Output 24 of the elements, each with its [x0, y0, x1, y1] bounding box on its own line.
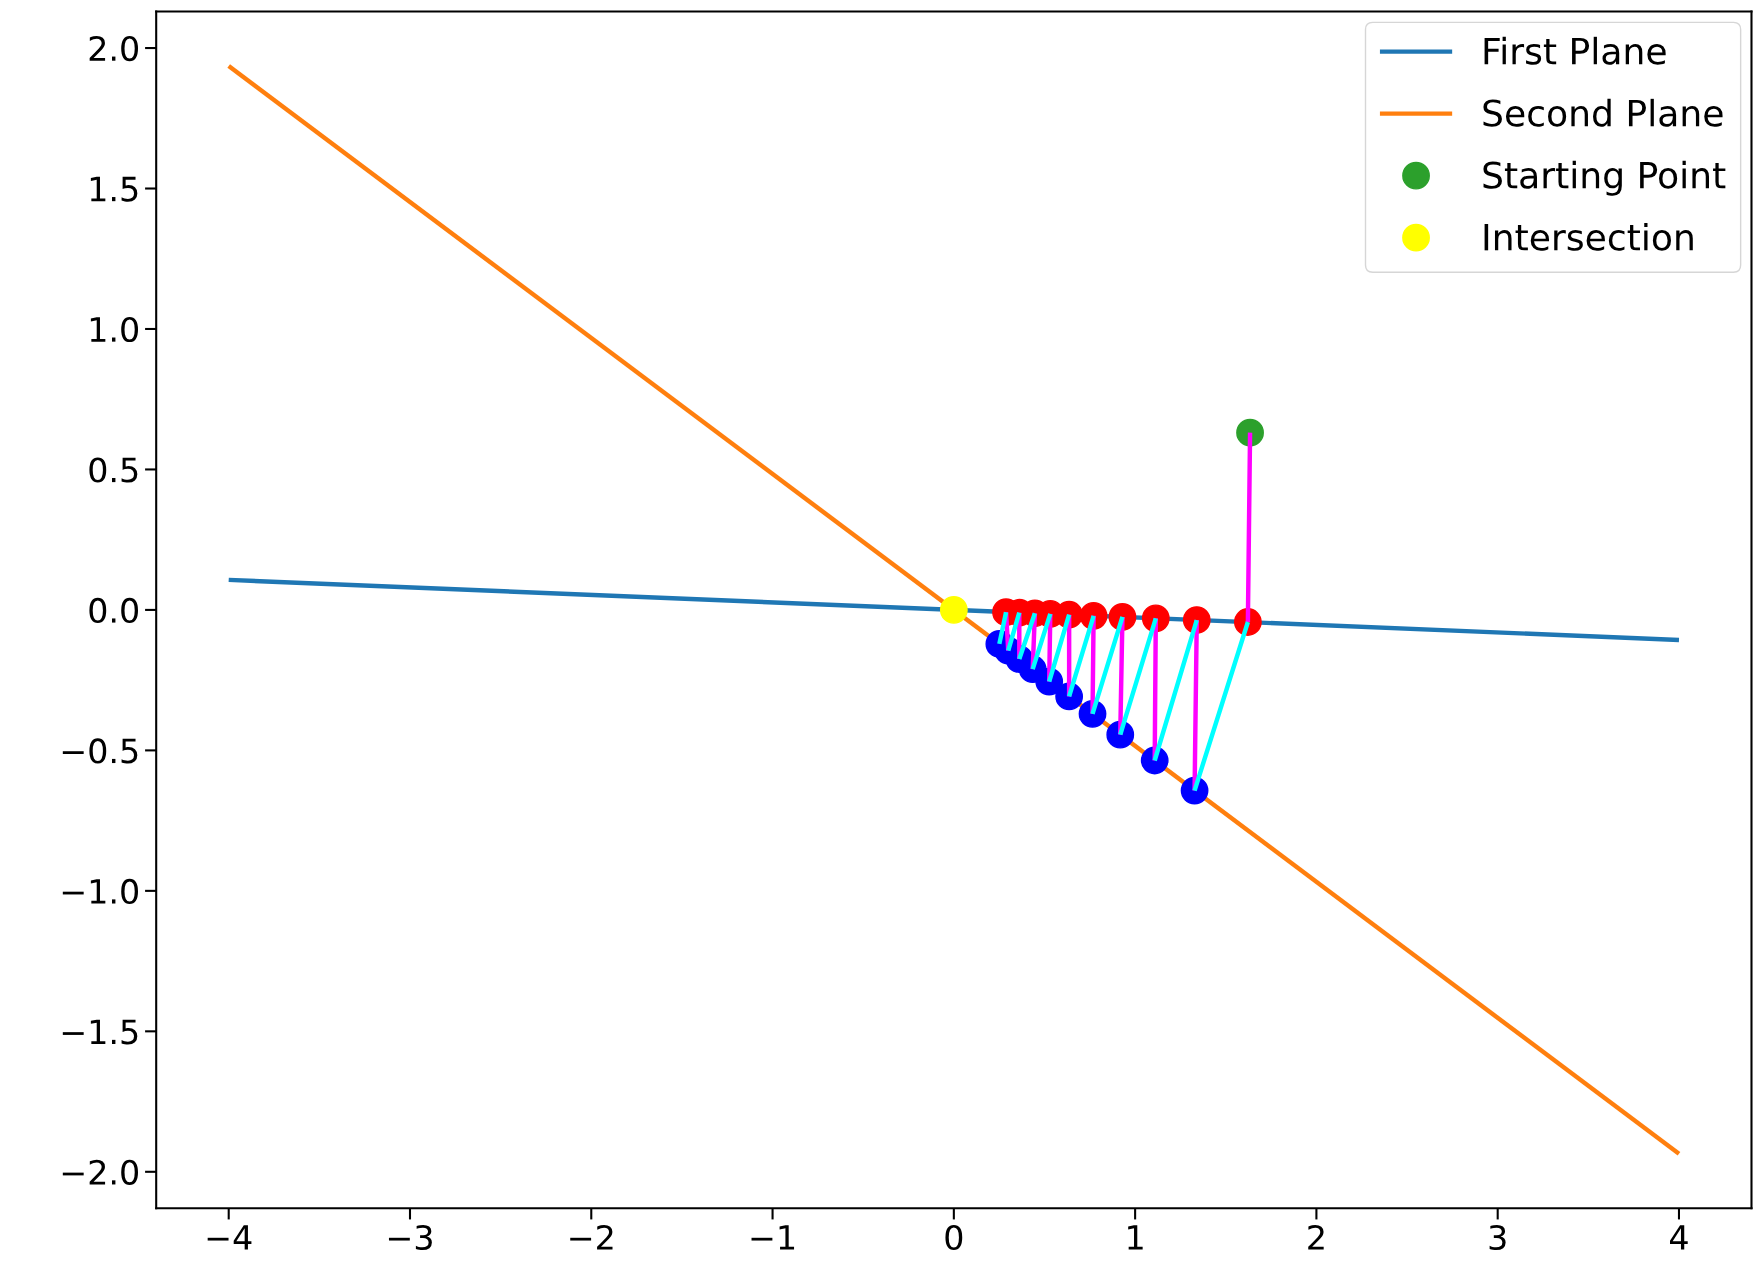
y-tick-label: 1.0	[90, 316, 139, 343]
x-tick-label: −4	[207, 1225, 252, 1250]
y-tick-label: 2.0	[89, 35, 139, 62]
point	[1236, 418, 1264, 447]
x-tick-label: 3	[1489, 1224, 1506, 1251]
x-tick-label: 2	[1308, 1224, 1324, 1250]
legend-label: First Plane	[1484, 36, 1666, 65]
y-tick-label: 0.0	[89, 597, 139, 624]
x-tick-label: −2	[570, 1224, 613, 1250]
legend-label: Second Plane	[1483, 98, 1723, 127]
y-tick-label: 0.5	[89, 457, 138, 483]
x-tick-label: 1	[1128, 1225, 1143, 1250]
x-tick-label: 4	[1670, 1225, 1688, 1250]
y-tick-label: −1.5	[62, 1019, 138, 1045]
y-tick-label: 1.5	[90, 176, 138, 202]
point	[939, 596, 968, 624]
y-tick-label: −1.0	[62, 878, 139, 904]
y-tick-label: −2.0	[62, 1159, 139, 1185]
y-tick-label: −0.5	[62, 738, 138, 764]
x-tick-label: 0	[945, 1224, 963, 1251]
x-tick-label: −1	[751, 1225, 795, 1250]
x-tick-label: −3	[388, 1224, 432, 1251]
legend-label: Starting Point	[1483, 160, 1726, 196]
legend-label: Intersection	[1484, 222, 1693, 251]
